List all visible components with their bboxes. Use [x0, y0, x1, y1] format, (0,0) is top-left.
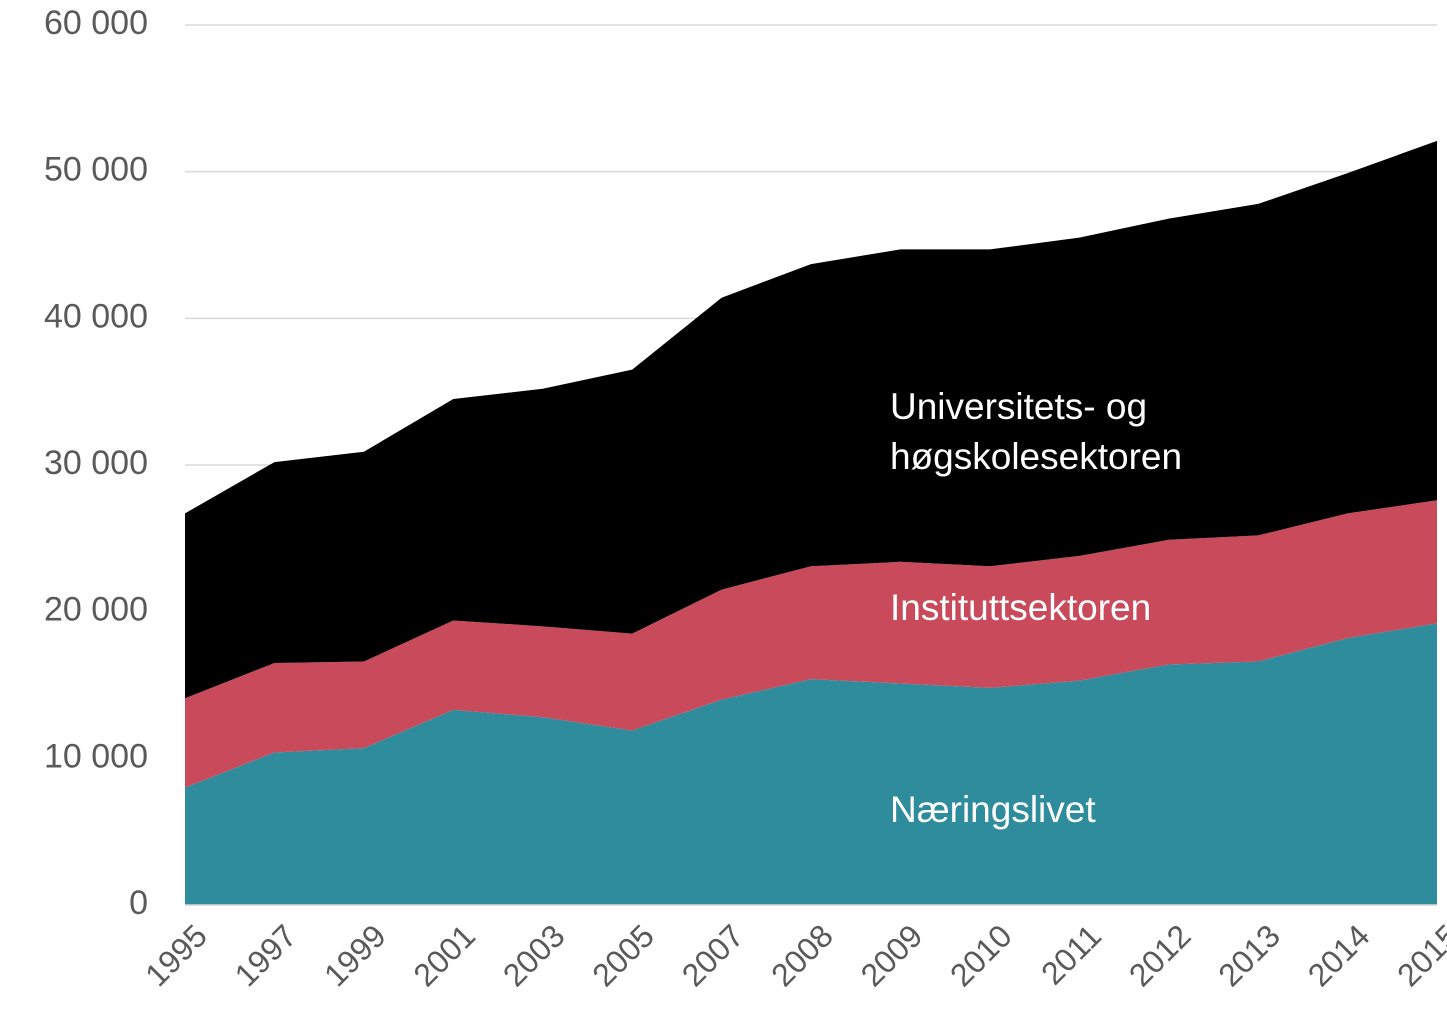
x-tick-label: 2011 — [1034, 917, 1108, 991]
y-tick-label: 10 000 — [44, 737, 148, 775]
y-tick-label: 0 — [129, 884, 148, 922]
x-tick-label: 2009 — [854, 917, 930, 993]
x-tick-label: 1995 — [138, 917, 214, 993]
y-tick-label: 60 000 — [44, 4, 148, 42]
y-tick-label: 40 000 — [44, 297, 148, 335]
series-label: Universitets- og høgskolesektoren — [890, 386, 1183, 477]
x-tick-label: 1997 — [228, 917, 304, 993]
x-tick-label: 2008 — [764, 917, 840, 993]
x-tick-label: 2010 — [943, 917, 1019, 993]
x-tick-label: 2007 — [675, 917, 751, 993]
y-tick-label: 50 000 — [44, 151, 148, 189]
x-tick-label: 2003 — [496, 917, 572, 993]
x-tick-label: 2012 — [1122, 917, 1198, 993]
series-label: Instituttsektoren — [890, 587, 1152, 628]
x-tick-label: 2015 — [1390, 917, 1447, 993]
x-tick-label: 2014 — [1301, 917, 1377, 993]
area — [185, 500, 1437, 788]
series-label: Næringslivet — [890, 789, 1096, 830]
area — [185, 623, 1437, 905]
x-tick-label: 1999 — [317, 917, 393, 993]
x-tick-label: 2001 — [406, 917, 482, 993]
y-tick-label: 20 000 — [44, 591, 148, 629]
x-tick-label: 2005 — [585, 917, 661, 993]
y-tick-label: 30 000 — [44, 444, 148, 482]
area — [185, 140, 1437, 699]
x-tick-label: 2013 — [1211, 917, 1287, 993]
